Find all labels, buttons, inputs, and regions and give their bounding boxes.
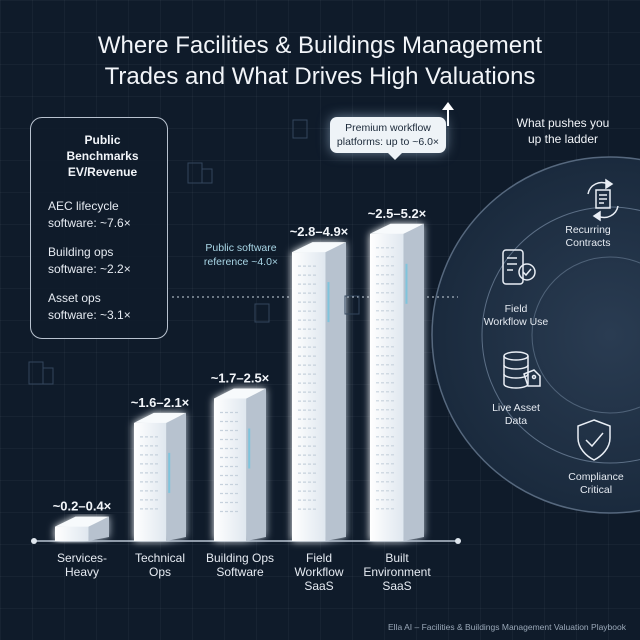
bar-side-0 bbox=[88, 516, 109, 541]
category-label-2-line2: Software bbox=[216, 565, 264, 579]
reference-label-line-2: reference ~4.0× bbox=[203, 256, 279, 268]
title-line-2: Trades and What Drives High Valuations bbox=[104, 63, 536, 90]
benchmarks-heading-line-2: EV/Revenue bbox=[67, 165, 138, 179]
decorative-building-icon bbox=[28, 162, 213, 385]
reference-label: Public software reference ~4.0× bbox=[196, 241, 286, 269]
driver-live-asset-data: Live Asset Data bbox=[483, 402, 549, 428]
shield-check-icon bbox=[577, 419, 611, 461]
premium-callout-line-1: Premium workflow bbox=[345, 122, 431, 134]
driver-live-asset-data-line-2: Data bbox=[504, 415, 528, 427]
database-tag-icon bbox=[503, 351, 541, 389]
driver-compliance-critical: Compliance Critical bbox=[558, 471, 634, 497]
reference-label-line-1: Public software bbox=[205, 242, 277, 254]
benchmarks-heading-line-1: Public Benchmarks bbox=[66, 133, 139, 163]
bar-1 bbox=[134, 412, 186, 541]
benchmarks-panel: Public Benchmarks EV/Revenue AEC lifecyc… bbox=[30, 117, 168, 339]
bar-3 bbox=[292, 242, 346, 541]
driver-field-workflow-use-line-1: Field bbox=[504, 303, 528, 315]
driver-recurring-contracts-line-2: Contracts bbox=[565, 237, 611, 249]
category-label-4-line2: Environment bbox=[363, 565, 431, 579]
range-label-4: ~2.5–5.2× bbox=[368, 206, 427, 221]
category-label-3-line3: SaaS bbox=[304, 579, 333, 593]
bar-front-4 bbox=[370, 233, 404, 542]
benchmark-item-building-ops-line-2: software: ~2.2× bbox=[48, 262, 131, 276]
baseline-start-dot bbox=[31, 538, 37, 544]
title-line-1: Where Facilities & Buildings Management bbox=[97, 32, 543, 59]
footer-credit: Ella AI – Facilities & Buildings Managem… bbox=[388, 622, 626, 632]
bar-top-0 bbox=[55, 516, 109, 527]
driver-field-workflow-use-line-2: Workflow Use bbox=[483, 316, 549, 328]
bar-4 bbox=[370, 223, 424, 542]
category-label-3-line1: Field bbox=[306, 551, 332, 565]
bar-side-1 bbox=[166, 412, 186, 541]
decorative-document-icon bbox=[254, 119, 360, 323]
bar-front-3 bbox=[292, 252, 326, 541]
driver-compliance-critical-line-1: Compliance bbox=[568, 471, 624, 483]
benchmark-item-aec-line-1: AEC lifecycle bbox=[48, 199, 119, 213]
range-label-1: ~1.6–2.1× bbox=[131, 395, 190, 410]
category-label-4-line1: Built bbox=[385, 551, 409, 565]
bar-top-2 bbox=[214, 388, 266, 399]
driver-recurring-contracts: Recurring Contracts bbox=[553, 224, 623, 250]
bar-front-0 bbox=[55, 526, 89, 541]
up-arrow-icon bbox=[442, 102, 454, 126]
category-label-0-line1: Services- bbox=[57, 551, 107, 565]
range-label-2: ~1.7–2.5× bbox=[211, 371, 270, 386]
driver-compliance-critical-line-2: Critical bbox=[579, 484, 613, 496]
benchmarks-heading: Public Benchmarks EV/Revenue bbox=[48, 132, 157, 180]
driver-live-asset-data-line-1: Live Asset bbox=[492, 402, 540, 414]
benchmark-item-asset-ops-line-1: Asset ops bbox=[48, 291, 101, 305]
benchmark-item-asset-ops: Asset ops software: ~3.1× bbox=[48, 290, 157, 324]
benchmark-item-aec: AEC lifecycle software: ~7.6× bbox=[48, 198, 157, 232]
bar-front-2 bbox=[214, 398, 247, 541]
category-label-1-line2: Ops bbox=[149, 565, 171, 579]
benchmark-item-aec-line-2: software: ~7.6× bbox=[48, 216, 131, 230]
category-label-1-line1: Technical bbox=[135, 551, 185, 565]
mobile-checklist-icon bbox=[502, 249, 536, 285]
premium-callout-line-2: platforms: up to ~6.0× bbox=[336, 136, 440, 148]
bar-top-4 bbox=[370, 223, 424, 234]
category-label-0-line2: Heavy bbox=[65, 565, 99, 579]
category-label-3-line2: Workflow bbox=[294, 565, 343, 579]
drivers-title-line-1: What pushes you bbox=[516, 116, 610, 130]
premium-callout: Premium workflow platforms: up to ~6.0× bbox=[330, 117, 446, 160]
range-label-3: ~2.8–4.9× bbox=[290, 224, 349, 239]
benchmark-item-asset-ops-line-2: software: ~3.1× bbox=[48, 308, 131, 322]
bar-side-2 bbox=[246, 388, 266, 541]
baseline-end-dot bbox=[455, 538, 461, 544]
driver-recurring-contracts-line-1: Recurring bbox=[565, 224, 611, 236]
driver-wheel-outer bbox=[431, 156, 640, 514]
driver-wheel-inner bbox=[531, 256, 640, 414]
benchmark-item-building-ops: Building ops software: ~2.2× bbox=[48, 244, 157, 278]
drivers-title: What pushes you up the ladder bbox=[508, 115, 618, 147]
recurring-document-icon bbox=[587, 178, 619, 222]
drivers-title-line-2: up the ladder bbox=[527, 132, 599, 146]
driver-field-workflow-use: Field Workflow Use bbox=[478, 303, 554, 329]
bar-0 bbox=[55, 516, 109, 541]
bar-side-4 bbox=[403, 223, 424, 542]
category-label-4-line3: SaaS bbox=[382, 579, 411, 593]
range-label-0: ~0.2–0.4× bbox=[53, 499, 112, 514]
benchmark-item-building-ops-line-1: Building ops bbox=[48, 245, 114, 259]
bar-top-3 bbox=[292, 242, 346, 253]
bar-side-3 bbox=[325, 242, 346, 541]
bar-2 bbox=[214, 388, 266, 541]
category-label-2-line1: Building Ops bbox=[206, 551, 274, 565]
bar-top-1 bbox=[134, 412, 186, 423]
page-title: Where Facilities & Buildings Management … bbox=[0, 30, 640, 92]
